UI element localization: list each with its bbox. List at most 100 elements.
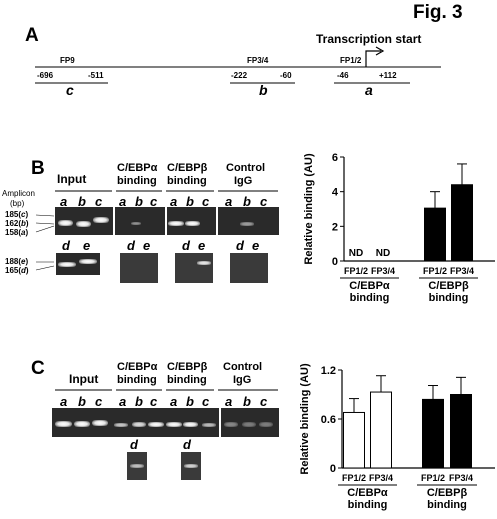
- size-158: 158(a): [5, 228, 29, 237]
- gel-band: [259, 422, 273, 427]
- panel-b-letter: B: [31, 158, 45, 179]
- c-group-input: Input: [69, 372, 99, 386]
- amplicon-c-label: c: [66, 82, 74, 98]
- group-label: C/EBPβ: [427, 487, 468, 499]
- bar: [370, 391, 392, 469]
- coord-46: -46: [337, 71, 349, 80]
- b-lane-c: c: [95, 194, 103, 209]
- region-fp12: FP1/2: [340, 56, 362, 65]
- b-group-beta-l1: C/EBPβ: [167, 162, 208, 174]
- gel-band: [132, 422, 146, 427]
- c-lane-c4: c: [260, 394, 268, 409]
- b-gel-lower-igg: [230, 253, 268, 283]
- size-pointer-lines: [35, 214, 55, 271]
- b-lane-a4: a: [225, 194, 233, 209]
- c-lane-c3: c: [202, 394, 210, 409]
- gel-band: [93, 217, 109, 223]
- gel-band: [197, 261, 211, 265]
- gel-band: [185, 221, 200, 226]
- coord-112: +112: [379, 71, 397, 80]
- bar-annotation: ND: [349, 248, 363, 259]
- gel-band: [224, 422, 238, 427]
- gel-band: [58, 220, 73, 226]
- c-group-beta-l1: C/EBPβ: [167, 361, 208, 373]
- promoter-map: [35, 46, 441, 84]
- size-162: 162(b): [5, 219, 29, 228]
- gel-band: [74, 421, 90, 427]
- gel-band: [92, 420, 108, 426]
- y-tick-label: 2: [332, 221, 338, 233]
- c-gel-lower-beta: [181, 452, 201, 480]
- gel-band: [58, 262, 76, 267]
- y-tick-label: 0: [332, 256, 338, 268]
- b-group-igg-l2: IgG: [234, 175, 253, 187]
- c-lane-b2: b: [135, 394, 143, 409]
- c-lane-a4: a: [225, 394, 233, 409]
- group-label: binding: [350, 292, 390, 304]
- b-gel-lower-beta: [175, 253, 213, 283]
- c-group-igg-l2: IgG: [233, 374, 252, 386]
- tss-arrow: [365, 50, 381, 67]
- region-fp34: FP3/4: [247, 56, 269, 65]
- b-lane-d: d: [62, 238, 70, 253]
- group-label: C/EBPβ: [428, 280, 469, 292]
- y-tick-label: 0.6: [321, 414, 336, 426]
- x-tick-label: FP1/2: [342, 473, 366, 483]
- gel-band: [131, 222, 141, 225]
- panel-c-letter: C: [31, 358, 45, 379]
- b-lane-e4: e: [252, 238, 260, 253]
- gel-band: [55, 421, 72, 427]
- gel-divider: [216, 207, 218, 235]
- gel-band: [114, 423, 128, 427]
- b-group-igg-l1: Control: [226, 162, 266, 174]
- bar: [343, 411, 365, 469]
- gel-band: [202, 423, 216, 427]
- x-tick-label: FP3/4: [369, 473, 393, 483]
- b-group-alpha-l1: C/EBPα: [117, 162, 158, 174]
- x-tick-label: FP3/4: [450, 266, 474, 276]
- b-lane-b2: b: [135, 194, 143, 209]
- group-label: C/EBPα: [347, 487, 388, 499]
- y-axis-title: Relative binding (AU): [303, 153, 315, 265]
- c-lane-d: d: [130, 437, 138, 452]
- x-tick-label: FP3/4: [449, 473, 473, 483]
- b-lane-d3: d: [182, 238, 190, 253]
- c-group-alpha-l2: binding: [117, 374, 157, 386]
- amplicon-a-label: a: [365, 82, 373, 98]
- gel-divider: [219, 408, 221, 437]
- group-label: C/EBPα: [349, 280, 390, 292]
- gel-band: [168, 221, 184, 226]
- c-lane-b4: b: [243, 394, 251, 409]
- y-axis-title: Relative binding (AU): [299, 363, 311, 475]
- c-lane-a3: a: [170, 394, 178, 409]
- group-label: binding: [429, 292, 469, 304]
- b-lane-c2: c: [150, 194, 158, 209]
- b-lane-d4: d: [236, 238, 244, 253]
- b-lane-e2: e: [143, 238, 151, 253]
- c-lane-a: a: [60, 394, 68, 409]
- amplicon-b-label: b: [259, 82, 268, 98]
- group-label: binding: [427, 499, 467, 511]
- gel-band: [183, 422, 198, 427]
- y-tick-label: 1.2: [321, 365, 336, 377]
- group-label: binding: [348, 499, 388, 511]
- x-tick-label: FP1/2: [423, 266, 447, 276]
- c-lane-a2: a: [119, 394, 127, 409]
- x-tick-label: FP1/2: [344, 266, 368, 276]
- y-tick-label: 0: [330, 463, 336, 475]
- c-group-alpha-l1: C/EBPα: [117, 361, 158, 373]
- gel-divider: [113, 207, 115, 235]
- c-group-igg-l1: Control: [223, 361, 263, 373]
- b-gel-lower-alpha: [120, 253, 158, 283]
- bar: [422, 398, 444, 469]
- b-lane-a2: a: [119, 194, 127, 209]
- size-188: 188(e): [5, 257, 29, 266]
- c-lane-b: b: [78, 394, 86, 409]
- c-lane-c2: c: [150, 394, 158, 409]
- x-tick-label: FP1/2: [421, 473, 445, 483]
- amplicon-title: Amplicon: [2, 189, 35, 198]
- b-lane-a: a: [60, 194, 68, 209]
- y-tick-label: 4: [332, 187, 339, 199]
- b-lane-b3: b: [186, 194, 194, 209]
